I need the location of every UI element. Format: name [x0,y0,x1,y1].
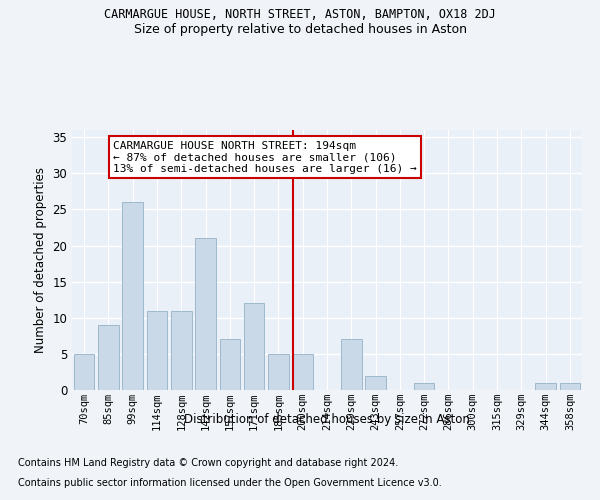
Y-axis label: Number of detached properties: Number of detached properties [34,167,47,353]
Text: Contains public sector information licensed under the Open Government Licence v3: Contains public sector information licen… [18,478,442,488]
Bar [146,310,167,390]
Bar [195,238,216,390]
Bar [535,383,556,390]
Bar [560,383,580,390]
Bar [244,304,265,390]
Text: CARMARGUE HOUSE NORTH STREET: 194sqm
← 87% of detached houses are smaller (106)
: CARMARGUE HOUSE NORTH STREET: 194sqm ← 8… [113,141,417,174]
Text: Size of property relative to detached houses in Aston: Size of property relative to detached ho… [133,22,467,36]
Bar [171,310,191,390]
Bar [292,354,313,390]
Text: Contains HM Land Registry data © Crown copyright and database right 2024.: Contains HM Land Registry data © Crown c… [18,458,398,468]
Bar [98,325,119,390]
Bar [365,376,386,390]
Bar [220,340,240,390]
Bar [341,340,362,390]
Bar [268,354,289,390]
Text: CARMARGUE HOUSE, NORTH STREET, ASTON, BAMPTON, OX18 2DJ: CARMARGUE HOUSE, NORTH STREET, ASTON, BA… [104,8,496,20]
Bar [414,383,434,390]
Bar [74,354,94,390]
Text: Distribution of detached houses by size in Aston: Distribution of detached houses by size … [184,412,470,426]
Bar [122,202,143,390]
